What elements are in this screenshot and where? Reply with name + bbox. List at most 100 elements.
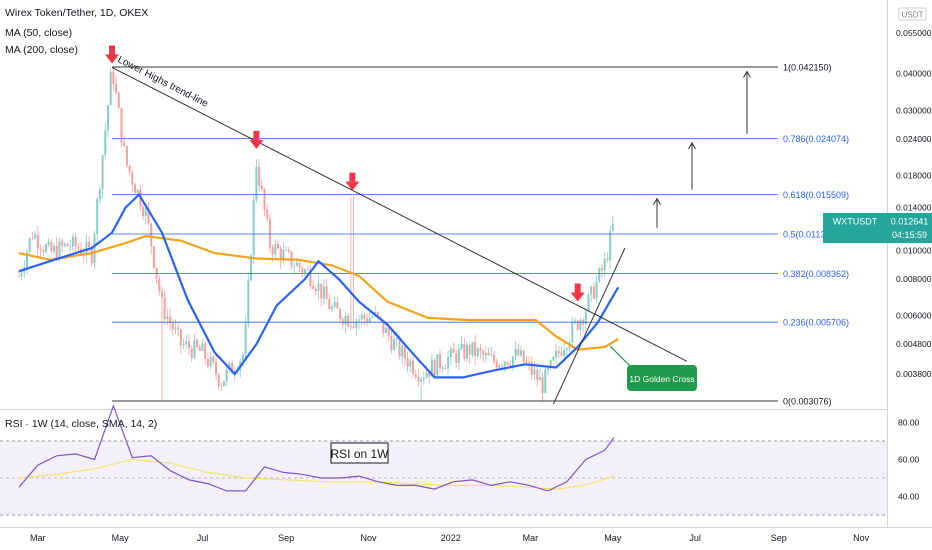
candle [325,278,328,300]
candle [368,309,371,324]
rsi-tick-labels: 80.00 60.00 40.00 [898,418,920,502]
ma200-legend[interactable]: MA (200, close) [5,44,78,56]
candle [576,319,579,332]
candle [171,318,174,336]
candle [312,280,315,290]
candle [360,311,363,327]
fib-level-label: 0.5(0.011388) [783,230,838,240]
candle [188,333,190,356]
candle [560,346,563,357]
rsi-legend[interactable]: RSI · 1W (14, close, SMA, 14, 2) [5,418,158,430]
price-tick-label: 0.024000 [896,134,932,144]
candle [260,179,263,192]
candle [609,225,612,270]
candle [198,344,201,352]
candle [598,266,601,284]
candle [314,286,317,296]
symbol-legend[interactable]: Wirex Token/Tether, 1D, OKEX [5,7,149,19]
candle [252,194,255,265]
fib-level-label: 1(0.042150) [783,63,832,73]
candle [390,329,393,354]
candle [414,369,417,380]
candle [522,349,525,364]
red-arrow-marker [249,130,264,149]
candle [333,296,336,309]
candle [101,154,104,199]
candle [525,356,528,364]
golden-cross-callout: 1D Golden Cross [609,345,697,391]
candle [85,233,88,263]
candle [455,350,458,368]
candle [120,108,123,148]
price-tick-label: 0.006000 [896,311,932,321]
candle [96,196,99,244]
price-tick-label: 0.003800 [896,369,932,379]
ma50-line [18,192,620,379]
price-tick-label: 0.040000 [896,69,932,79]
candle [336,295,339,309]
candle [320,283,323,307]
candle [409,357,412,373]
candle [309,265,312,290]
red-arrow-marker [345,172,360,191]
candle [209,351,212,370]
rsi-note-box [330,442,389,464]
time-axis[interactable]: Mar May Jul Sep Nov 2022 Mar May Jul Sep Nov [0,527,932,544]
candle [255,159,258,203]
fib-level-label: 0(0.003076) [783,397,832,407]
candle [493,351,495,365]
candle [93,230,96,270]
ticker-label: WXTUSDT [833,217,878,227]
candle [34,230,37,240]
fib-level-label: 0.786(0.024074) [783,134,849,144]
candle [503,360,506,373]
candle [277,240,279,250]
candle [601,264,603,278]
candle [590,285,593,303]
candle [42,246,45,257]
candle [282,241,285,265]
candle [511,355,514,372]
fib-level-label: 0.382(0.008362) [783,269,849,279]
candle [484,345,487,363]
candle [268,213,271,253]
candle [217,373,220,390]
last-price-badge [887,213,932,243]
candle [460,336,463,351]
candle [107,104,109,138]
candle [201,338,204,352]
candle [142,200,145,221]
candle [161,286,163,400]
candle [474,335,477,366]
last-price-label: 0.012641 [891,217,929,227]
candle [466,341,468,363]
candle [328,293,331,310]
candle [552,355,555,362]
candle [611,215,614,233]
candle [530,356,533,380]
candle [150,222,153,255]
candle [193,334,196,360]
candle [185,334,188,349]
rsi-tick-label: 40.00 [898,492,920,502]
lower-highs-trend-line [111,67,688,362]
fib-level-label: 0.618(0.015509) [783,190,849,200]
candle [17,271,20,278]
ma50-legend[interactable]: MA (50, close) [5,27,73,39]
candle [447,351,450,375]
candle [163,289,166,326]
time-axis-label: Mar [523,533,539,543]
golden-cross-box [627,365,697,391]
candle [36,226,39,258]
candle [584,307,587,331]
candle [131,169,134,192]
price-scale[interactable]: 0.055000 0.040000 0.030000 0.024000 0.018000… [823,0,932,527]
rsi-tick-label: 60.00 [898,455,920,465]
red-arrow-marker [570,283,585,302]
ticker-badge [823,213,887,243]
candle [125,145,128,169]
candle [39,244,42,259]
candle [274,239,277,260]
candle [53,242,55,255]
